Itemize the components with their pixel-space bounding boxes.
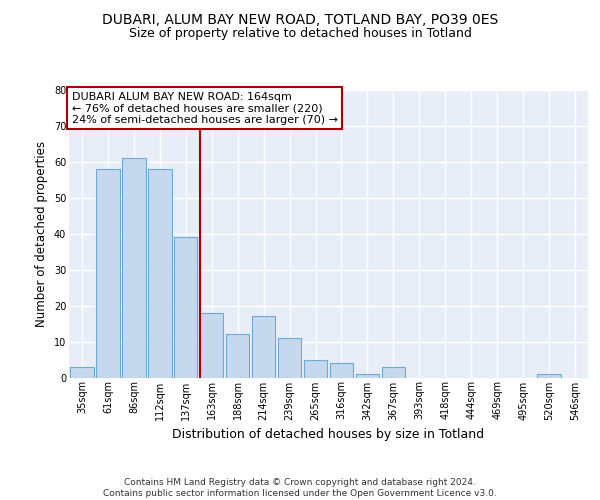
Bar <box>330 363 353 378</box>
Bar <box>278 338 301 378</box>
Bar <box>96 169 119 378</box>
Bar <box>538 374 561 378</box>
Bar <box>70 366 94 378</box>
Bar <box>148 169 172 378</box>
Bar <box>122 158 146 378</box>
Bar <box>252 316 275 378</box>
Text: DUBARI, ALUM BAY NEW ROAD, TOTLAND BAY, PO39 0ES: DUBARI, ALUM BAY NEW ROAD, TOTLAND BAY, … <box>102 12 498 26</box>
Bar <box>356 374 379 378</box>
Bar <box>304 360 327 378</box>
Bar <box>226 334 250 378</box>
Bar <box>174 238 197 378</box>
Bar <box>200 313 223 378</box>
Bar <box>382 366 405 378</box>
Text: Contains HM Land Registry data © Crown copyright and database right 2024.
Contai: Contains HM Land Registry data © Crown c… <box>103 478 497 498</box>
X-axis label: Distribution of detached houses by size in Totland: Distribution of detached houses by size … <box>172 428 485 441</box>
Text: Size of property relative to detached houses in Totland: Size of property relative to detached ho… <box>128 28 472 40</box>
Y-axis label: Number of detached properties: Number of detached properties <box>35 141 48 327</box>
Text: DUBARI ALUM BAY NEW ROAD: 164sqm
← 76% of detached houses are smaller (220)
24% : DUBARI ALUM BAY NEW ROAD: 164sqm ← 76% o… <box>71 92 338 125</box>
